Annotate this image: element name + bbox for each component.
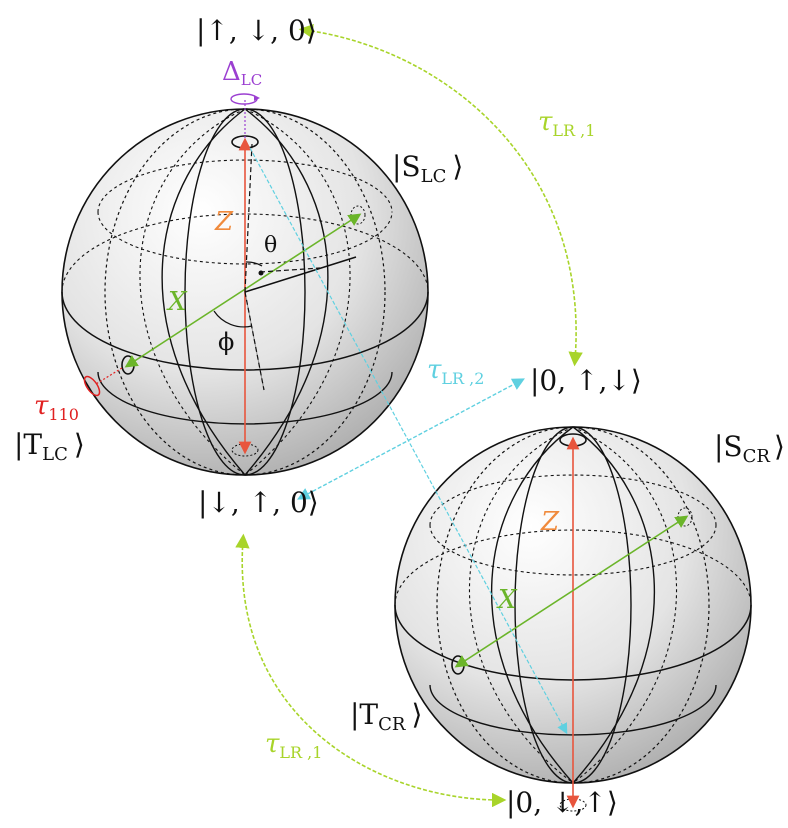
right-bottom-state-label: |0, ↓,↑⟩ — [506, 786, 618, 819]
tau110-sub: 110 — [48, 405, 79, 424]
left-t-state-prefix: |T — [14, 428, 42, 461]
tau110-main: τ — [34, 391, 49, 421]
left-s-state-label: |SLC ⟩ — [392, 150, 463, 187]
left-s-state-prefix: |S — [392, 150, 421, 183]
right-t-state-sub: CR — [378, 714, 406, 735]
right-s-state-suffix: ⟩ — [774, 430, 785, 463]
left-phi-label: ϕ — [218, 328, 234, 356]
delta-lc-sub: LC — [241, 71, 262, 89]
tau-lr1-top-arrow — [298, 23, 583, 367]
left-bottom-state-label: |↓, ↑, 0⟩ — [198, 486, 319, 519]
left-theta-dashed — [244, 143, 253, 293]
left-phi-arc — [213, 310, 253, 328]
tau-lr2-sub: LR ,2 — [441, 369, 484, 388]
tau-lr2-main: τ — [427, 355, 442, 385]
left-top-state-label: |↑, ↓, 0⟩ — [196, 14, 317, 47]
right-s-state-sub: CR — [743, 446, 771, 467]
tau-lr1-top-sub: LR ,1 — [552, 121, 595, 140]
left-equator-back — [61, 213, 429, 293]
tau-lr1-bottom-sub: LR ,1 — [279, 743, 322, 762]
left-projection-solid — [244, 291, 265, 391]
left-theta-dot — [258, 270, 264, 276]
left-theta-label: θ — [264, 233, 277, 258]
left-s-state-suffix: ⟩ — [452, 150, 463, 183]
right-t-state-prefix: |T — [350, 698, 378, 731]
right-sphere — [394, 426, 752, 812]
delta-lc-label: ΔLC — [222, 57, 262, 89]
right-meridian-5 — [468, 426, 574, 784]
right-x-label: X — [496, 585, 518, 615]
right-z-label: Z — [540, 507, 560, 537]
tau-lr2-arrow — [297, 378, 525, 500]
left-tau110-dotted — [95, 367, 123, 385]
tau-lr1-top-label: τLR ,1 — [538, 107, 595, 140]
tau-lr1-top-main: τ — [538, 107, 553, 137]
tau-lr2-long-wave — [249, 147, 568, 735]
right-s-state-label: |SCR ⟩ — [714, 430, 785, 467]
left-tau110-rotation — [83, 375, 101, 397]
left-sphere — [61, 93, 429, 476]
right-s-state-prefix: |S — [714, 430, 743, 463]
left-t-state-label: |TLC ⟩ — [14, 428, 85, 465]
tau-lr2-label: τLR ,2 — [427, 355, 484, 388]
left-x-label: X — [166, 287, 188, 317]
tau-lr1-bottom-label: τLR ,1 — [265, 729, 322, 762]
left-delta-rotation — [230, 93, 258, 105]
right-t-state-suffix: ⟩ — [411, 698, 422, 731]
left-t-state-sub: LC — [42, 444, 68, 465]
left-t-state-suffix: ⟩ — [74, 428, 85, 461]
tau-lr1-bottom-arrow — [235, 533, 507, 808]
right-t-state-label: |TCR ⟩ — [350, 698, 422, 735]
right-meridian-6 — [572, 426, 678, 784]
left-theta-arc — [245, 261, 263, 267]
left-delta-arrowhead — [254, 95, 260, 101]
right-top-state-label: |0, ↑,↓⟩ — [530, 364, 642, 397]
left-z-label: Z — [214, 207, 234, 237]
tau110-label: τ110 — [34, 391, 79, 424]
tau-lr1-bottom-main: τ — [265, 729, 280, 759]
delta-lc-main: Δ — [222, 57, 241, 87]
left-s-state-sub: LC — [421, 166, 447, 187]
left-projection-dashed — [244, 291, 265, 391]
